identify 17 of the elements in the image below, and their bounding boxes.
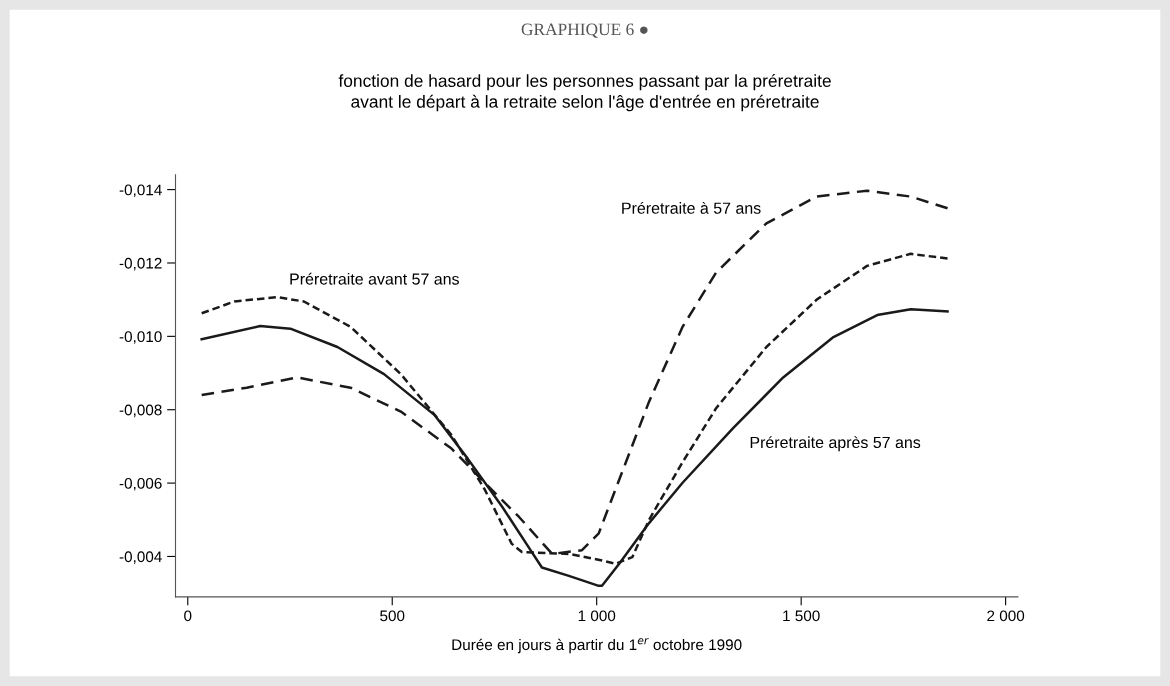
y-tick-label: -0,010 — [119, 331, 162, 344]
x-tick-label: 1 000 — [578, 610, 616, 622]
x-tick-label: 500 — [380, 610, 405, 622]
x-axis-title: Durée en jours à partir du 1$^{er}$ octobre 1990 — [452, 638, 742, 654]
y-tick-label: -0,012 — [119, 257, 162, 271]
y-tick-label: -0,004 — [119, 551, 162, 564]
series-label: Préretraite avant 57 ans — [290, 272, 459, 285]
y-tick-label: -0,008 — [119, 404, 162, 418]
series-label: Préretraite après 57 ans — [750, 436, 921, 452]
chart-title: GRAPHIQUE 6 ● — [521, 23, 648, 38]
x-tick-label: 1 500 — [783, 610, 820, 622]
y-tick-label: -0,014 — [119, 184, 162, 198]
y-tick-label: -0,006 — [119, 477, 162, 491]
series-label: Préretraite à 57 ans — [622, 201, 761, 214]
chart-subtitle: fonction de hasard pour les personnes passant par la préretraite avant le départ à la retraite selon l'âge d'entrée en préretraite — [338, 73, 831, 112]
x-tick-label: 0 — [184, 610, 192, 622]
x-tick-label: 2 000 — [987, 610, 1025, 622]
